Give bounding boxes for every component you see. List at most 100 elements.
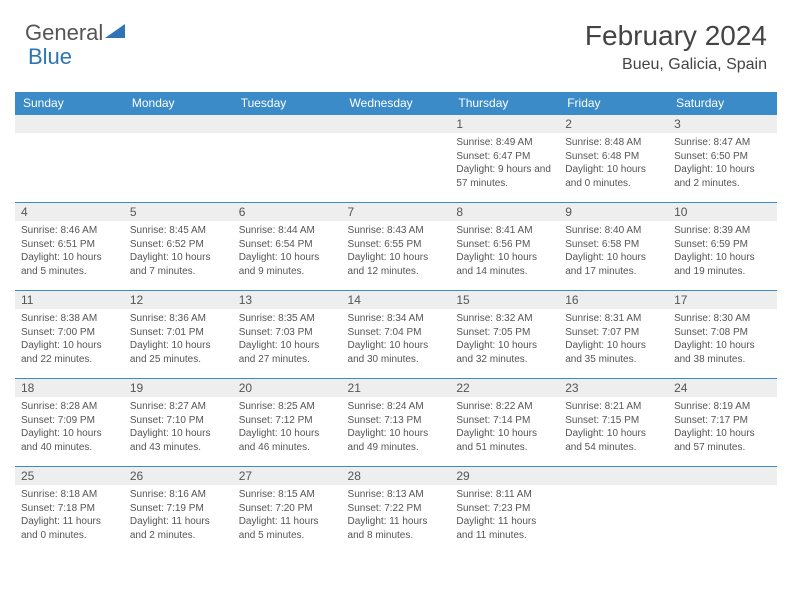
weekday-header: Thursday — [450, 92, 559, 115]
day-number: 20 — [233, 379, 342, 397]
weekday-header: Wednesday — [342, 92, 451, 115]
empty-cell — [15, 115, 124, 203]
day-details: Sunrise: 8:18 AMSunset: 7:18 PMDaylight:… — [15, 485, 124, 548]
day-number: 24 — [668, 379, 777, 397]
day-details: Sunrise: 8:48 AMSunset: 6:48 PMDaylight:… — [559, 133, 668, 196]
day-number: 3 — [668, 115, 777, 133]
day-details: Sunrise: 8:22 AMSunset: 7:14 PMDaylight:… — [450, 397, 559, 460]
day-details: Sunrise: 8:30 AMSunset: 7:08 PMDaylight:… — [668, 309, 777, 372]
empty-cell — [559, 467, 668, 555]
day-cell: 22Sunrise: 8:22 AMSunset: 7:14 PMDayligh… — [450, 379, 559, 467]
day-cell: 3Sunrise: 8:47 AMSunset: 6:50 PMDaylight… — [668, 115, 777, 203]
day-cell: 2Sunrise: 8:48 AMSunset: 6:48 PMDaylight… — [559, 115, 668, 203]
day-number: 25 — [15, 467, 124, 485]
day-details: Sunrise: 8:27 AMSunset: 7:10 PMDaylight:… — [124, 397, 233, 460]
day-number: 2 — [559, 115, 668, 133]
day-number: 9 — [559, 203, 668, 221]
day-cell: 27Sunrise: 8:15 AMSunset: 7:20 PMDayligh… — [233, 467, 342, 555]
empty-cell — [668, 467, 777, 555]
day-number: 11 — [15, 291, 124, 309]
day-cell: 5Sunrise: 8:45 AMSunset: 6:52 PMDaylight… — [124, 203, 233, 291]
day-cell: 9Sunrise: 8:40 AMSunset: 6:58 PMDaylight… — [559, 203, 668, 291]
day-number: 17 — [668, 291, 777, 309]
day-number: 12 — [124, 291, 233, 309]
day-details: Sunrise: 8:35 AMSunset: 7:03 PMDaylight:… — [233, 309, 342, 372]
day-number: 10 — [668, 203, 777, 221]
day-number: 26 — [124, 467, 233, 485]
day-number: 27 — [233, 467, 342, 485]
logo-text-general: General — [25, 20, 103, 46]
day-details: Sunrise: 8:43 AMSunset: 6:55 PMDaylight:… — [342, 221, 451, 284]
empty-body — [15, 133, 124, 142]
day-cell: 18Sunrise: 8:28 AMSunset: 7:09 PMDayligh… — [15, 379, 124, 467]
day-number: 22 — [450, 379, 559, 397]
day-number: 14 — [342, 291, 451, 309]
day-number: 13 — [233, 291, 342, 309]
day-cell: 11Sunrise: 8:38 AMSunset: 7:00 PMDayligh… — [15, 291, 124, 379]
day-details: Sunrise: 8:39 AMSunset: 6:59 PMDaylight:… — [668, 221, 777, 284]
day-cell: 7Sunrise: 8:43 AMSunset: 6:55 PMDaylight… — [342, 203, 451, 291]
location-label: Bueu, Galicia, Spain — [585, 56, 767, 74]
empty-cell — [124, 115, 233, 203]
day-details: Sunrise: 8:38 AMSunset: 7:00 PMDaylight:… — [15, 309, 124, 372]
day-cell: 29Sunrise: 8:11 AMSunset: 7:23 PMDayligh… — [450, 467, 559, 555]
day-cell: 20Sunrise: 8:25 AMSunset: 7:12 PMDayligh… — [233, 379, 342, 467]
weekday-header: Saturday — [668, 92, 777, 115]
month-title: February 2024 — [585, 20, 767, 52]
empty-body — [668, 485, 777, 494]
day-details: Sunrise: 8:13 AMSunset: 7:22 PMDaylight:… — [342, 485, 451, 548]
day-details: Sunrise: 8:41 AMSunset: 6:56 PMDaylight:… — [450, 221, 559, 284]
weekday-header-row: SundayMondayTuesdayWednesdayThursdayFrid… — [15, 92, 777, 115]
day-details: Sunrise: 8:40 AMSunset: 6:58 PMDaylight:… — [559, 221, 668, 284]
day-details: Sunrise: 8:36 AMSunset: 7:01 PMDaylight:… — [124, 309, 233, 372]
calendar-body: 1Sunrise: 8:49 AMSunset: 6:47 PMDaylight… — [15, 115, 777, 555]
day-details: Sunrise: 8:49 AMSunset: 6:47 PMDaylight:… — [450, 133, 559, 196]
day-cell: 1Sunrise: 8:49 AMSunset: 6:47 PMDaylight… — [450, 115, 559, 203]
logo-sub: Blue — [28, 44, 72, 70]
weekday-header: Friday — [559, 92, 668, 115]
day-number: 28 — [342, 467, 451, 485]
empty-daynum — [15, 115, 124, 133]
day-details: Sunrise: 8:46 AMSunset: 6:51 PMDaylight:… — [15, 221, 124, 284]
logo: General — [25, 20, 129, 46]
empty-body — [342, 133, 451, 142]
empty-body — [559, 485, 668, 494]
day-number: 15 — [450, 291, 559, 309]
day-number: 7 — [342, 203, 451, 221]
day-number: 18 — [15, 379, 124, 397]
day-details: Sunrise: 8:47 AMSunset: 6:50 PMDaylight:… — [668, 133, 777, 196]
day-number: 21 — [342, 379, 451, 397]
day-number: 19 — [124, 379, 233, 397]
day-number: 8 — [450, 203, 559, 221]
day-cell: 4Sunrise: 8:46 AMSunset: 6:51 PMDaylight… — [15, 203, 124, 291]
day-cell: 23Sunrise: 8:21 AMSunset: 7:15 PMDayligh… — [559, 379, 668, 467]
empty-daynum — [233, 115, 342, 133]
empty-body — [124, 133, 233, 142]
day-cell: 24Sunrise: 8:19 AMSunset: 7:17 PMDayligh… — [668, 379, 777, 467]
day-details: Sunrise: 8:28 AMSunset: 7:09 PMDaylight:… — [15, 397, 124, 460]
day-cell: 8Sunrise: 8:41 AMSunset: 6:56 PMDaylight… — [450, 203, 559, 291]
weekday-header: Sunday — [15, 92, 124, 115]
day-cell: 28Sunrise: 8:13 AMSunset: 7:22 PMDayligh… — [342, 467, 451, 555]
day-cell: 13Sunrise: 8:35 AMSunset: 7:03 PMDayligh… — [233, 291, 342, 379]
day-cell: 14Sunrise: 8:34 AMSunset: 7:04 PMDayligh… — [342, 291, 451, 379]
day-number: 29 — [450, 467, 559, 485]
day-cell: 6Sunrise: 8:44 AMSunset: 6:54 PMDaylight… — [233, 203, 342, 291]
day-number: 1 — [450, 115, 559, 133]
empty-daynum — [668, 467, 777, 485]
empty-cell — [233, 115, 342, 203]
logo-triangle-icon — [105, 22, 127, 45]
day-cell: 17Sunrise: 8:30 AMSunset: 7:08 PMDayligh… — [668, 291, 777, 379]
day-cell: 12Sunrise: 8:36 AMSunset: 7:01 PMDayligh… — [124, 291, 233, 379]
day-number: 16 — [559, 291, 668, 309]
day-cell: 10Sunrise: 8:39 AMSunset: 6:59 PMDayligh… — [668, 203, 777, 291]
day-number: 23 — [559, 379, 668, 397]
day-number: 4 — [15, 203, 124, 221]
day-cell: 21Sunrise: 8:24 AMSunset: 7:13 PMDayligh… — [342, 379, 451, 467]
day-cell: 15Sunrise: 8:32 AMSunset: 7:05 PMDayligh… — [450, 291, 559, 379]
day-details: Sunrise: 8:44 AMSunset: 6:54 PMDaylight:… — [233, 221, 342, 284]
day-number: 5 — [124, 203, 233, 221]
title-block: February 2024 Bueu, Galicia, Spain — [585, 20, 767, 74]
day-details: Sunrise: 8:25 AMSunset: 7:12 PMDaylight:… — [233, 397, 342, 460]
day-number: 6 — [233, 203, 342, 221]
